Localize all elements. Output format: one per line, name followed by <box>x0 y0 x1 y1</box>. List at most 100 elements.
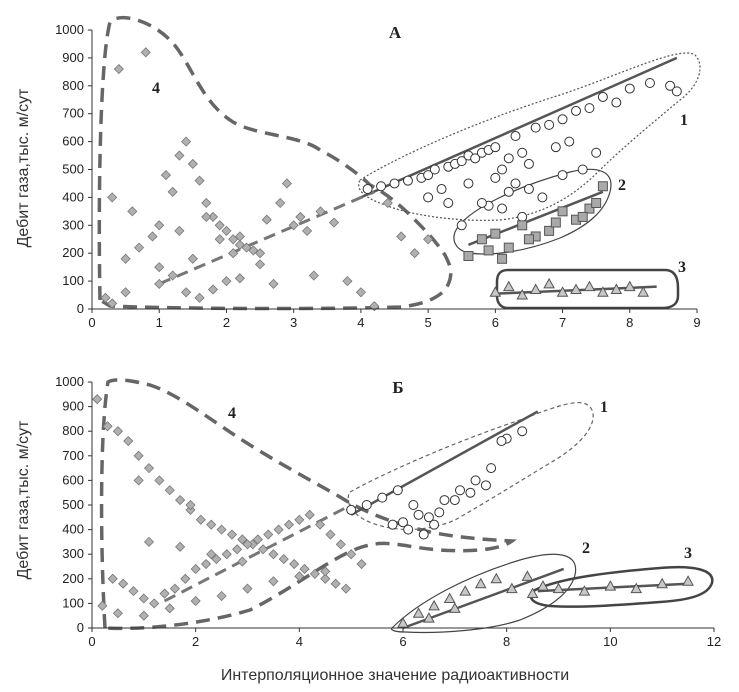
panel-b-y-tick-label: 500 <box>62 497 84 512</box>
panel-a-y-tick-label: 1000 <box>55 22 84 37</box>
panel-a-series-1-point <box>490 172 501 183</box>
panel-b-region-label-2: 2 <box>582 540 590 557</box>
panel-a-series-4-point <box>113 63 124 75</box>
panel-b-y-tick-label: 100 <box>62 595 84 610</box>
panel-a-series-4-point <box>234 231 245 242</box>
panel-a-series-1-point <box>571 105 581 116</box>
panel-a-series-1-point <box>671 86 682 97</box>
panel-a-series-4-point <box>342 276 353 287</box>
panel-b-series-3-point <box>578 585 591 596</box>
panel-a-series-4-point <box>221 225 232 236</box>
panel-a-y-tick-label: 400 <box>62 189 84 204</box>
panel-a-x-tick-label: 7 <box>559 315 566 330</box>
panel-a-series-4-point <box>308 270 319 281</box>
panel-b-series-4-point <box>299 563 310 575</box>
panel-a-series-1-point <box>550 142 561 153</box>
panel-b-series-4-point <box>356 558 367 570</box>
panel-b-series-4-point <box>242 539 253 550</box>
panel-b-points <box>92 394 694 628</box>
panel-a-series-4-point <box>154 220 165 231</box>
panel-b-axes: 0 100 200 300 400 500 600 700 800 900 1000 0 2 4 6 8 10 1… <box>55 374 721 649</box>
panel-a-series-1-point <box>523 184 534 195</box>
panel-a-series-4-point <box>140 47 151 58</box>
panel-a-series-1-point <box>584 103 595 114</box>
panel-a-series-4-point <box>120 287 131 298</box>
panel-a-series-4-point <box>201 211 212 222</box>
panel-a-series-1-point <box>557 114 568 125</box>
panel-a-series-2-point <box>497 253 508 264</box>
panel-b-region-label-3: 3 <box>684 545 692 562</box>
panel-a-y-tick-label: 0 <box>77 301 84 316</box>
panel-b-series-3-point <box>682 575 694 586</box>
panel-a-series-4-point <box>120 253 131 264</box>
panel-a-region-1-outline <box>358 52 701 221</box>
panel-b-series-1-point <box>429 519 440 530</box>
panel-a-region-4-outline <box>97 16 453 311</box>
panel-b-series-4-point <box>268 549 279 560</box>
panel-a-series-4-point <box>221 276 232 287</box>
panel-b-series-4-point <box>102 421 113 432</box>
panel-a-series-4-point <box>174 150 185 161</box>
panel-b-series-1-point <box>392 485 403 496</box>
panel-a-series-1-point <box>597 91 608 102</box>
panel-a-series-2-point <box>591 197 602 208</box>
panel-b-series-4-point <box>315 519 326 530</box>
panel-a-series-4-point <box>181 136 192 147</box>
panel-b-series-4-point <box>143 536 155 547</box>
panel-a-x-tick-label: 8 <box>626 315 633 330</box>
panel-b-series-2-point <box>428 599 440 611</box>
panel-b-series-4-point <box>206 519 217 530</box>
panel-a: А Дебит газа,тыс. м/сут 0100200300400500… <box>15 16 701 330</box>
panel-b-region-3-outline <box>529 565 714 608</box>
panel-b-series-4-point <box>304 509 315 520</box>
panel-b-series-4-point <box>164 603 175 614</box>
panel-a-series-4-point <box>127 206 138 217</box>
panel-b-series-4-point <box>237 534 248 545</box>
panel-a-series-1-point <box>564 136 575 147</box>
panel-a-series-1-point <box>456 220 467 231</box>
panel-a-axes: 0 100 200 300 400 500 600 700 800 900 1000 0 1 2 3 4 5 6 7… <box>55 22 701 330</box>
panel-b-series-4-point <box>112 426 123 437</box>
panel-a-series-4-point <box>207 284 219 295</box>
panel-a-series-3-point <box>529 283 542 294</box>
panel-a-x-tick-label: 4 <box>357 315 364 330</box>
panel-b-series-4-point <box>320 566 331 577</box>
panel-a-series-4-point <box>133 242 145 253</box>
panel-a-series-4-point <box>328 217 340 228</box>
panel-a-x-tick-label: 0 <box>88 315 95 330</box>
panel-b-series-1-point <box>361 500 372 510</box>
panel-b-series-4-point <box>289 558 300 570</box>
panel-a-series-4-point <box>107 298 118 309</box>
panel-a-series-3-point <box>502 280 515 292</box>
panel-a-y-tick-label: 900 <box>62 50 84 65</box>
panel-a-series-3-point <box>623 280 636 292</box>
panel-a-x-tick-label: 6 <box>492 315 499 330</box>
panel-a-title: А <box>389 23 402 42</box>
panel-b-series-2-point <box>412 607 425 618</box>
panel-a-series-4-point <box>248 245 259 256</box>
panel-b-series-2-point <box>459 585 472 596</box>
panel-b-series-1-point <box>346 504 357 515</box>
panel-a-series-2-point <box>550 217 561 228</box>
panel-b-series-4-point <box>278 554 289 565</box>
panel-a-series-1-point <box>577 164 588 175</box>
panel-a-series-1-point <box>611 97 622 108</box>
panel-b-series-4-point <box>268 576 279 587</box>
panel-b-x-tick-label: 8 <box>503 634 510 649</box>
panel-b-series-4-point <box>340 583 352 594</box>
panel-b-series-4-point <box>325 529 336 540</box>
panel-a-series-1-point <box>523 158 534 169</box>
panel-b-series-4-point <box>190 595 201 607</box>
panel-a-series-2-point <box>523 234 534 245</box>
panel-b-series-4-point <box>211 554 222 565</box>
panel-a-series-4-point <box>107 192 118 203</box>
panel-b-series-4-point <box>133 475 144 486</box>
panel-b-series-4-point <box>252 534 263 545</box>
panel-b-y-axis-label: Дебит газа,тыс. м/сут <box>15 420 32 579</box>
panel-a-series-4-point <box>275 197 286 209</box>
panel-a-series-4-point <box>187 158 198 169</box>
panel-b-series-4-point <box>149 598 160 609</box>
panel-b-series-4-point <box>273 524 284 535</box>
panel-b-series-1-point <box>398 517 408 528</box>
